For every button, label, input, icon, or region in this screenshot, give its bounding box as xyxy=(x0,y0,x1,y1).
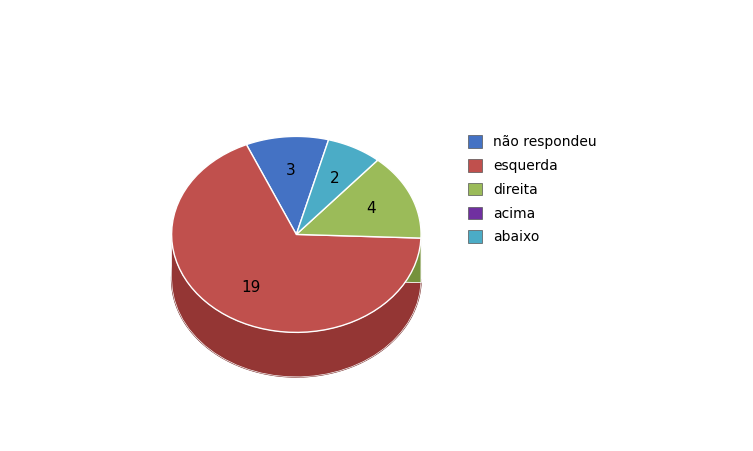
Legend: não respondeu, esquerda, direita, acima, abaixo: não respondeu, esquerda, direita, acima,… xyxy=(464,131,601,249)
Polygon shape xyxy=(172,235,421,377)
Polygon shape xyxy=(297,160,421,238)
Polygon shape xyxy=(246,136,328,235)
Text: 2: 2 xyxy=(329,170,339,186)
Polygon shape xyxy=(172,181,421,377)
Polygon shape xyxy=(297,140,378,235)
Polygon shape xyxy=(297,235,421,283)
Text: 3: 3 xyxy=(285,163,295,179)
Polygon shape xyxy=(297,235,421,283)
Polygon shape xyxy=(378,160,421,279)
Text: 4: 4 xyxy=(366,202,376,216)
Text: 19: 19 xyxy=(241,280,261,295)
Polygon shape xyxy=(172,145,421,332)
